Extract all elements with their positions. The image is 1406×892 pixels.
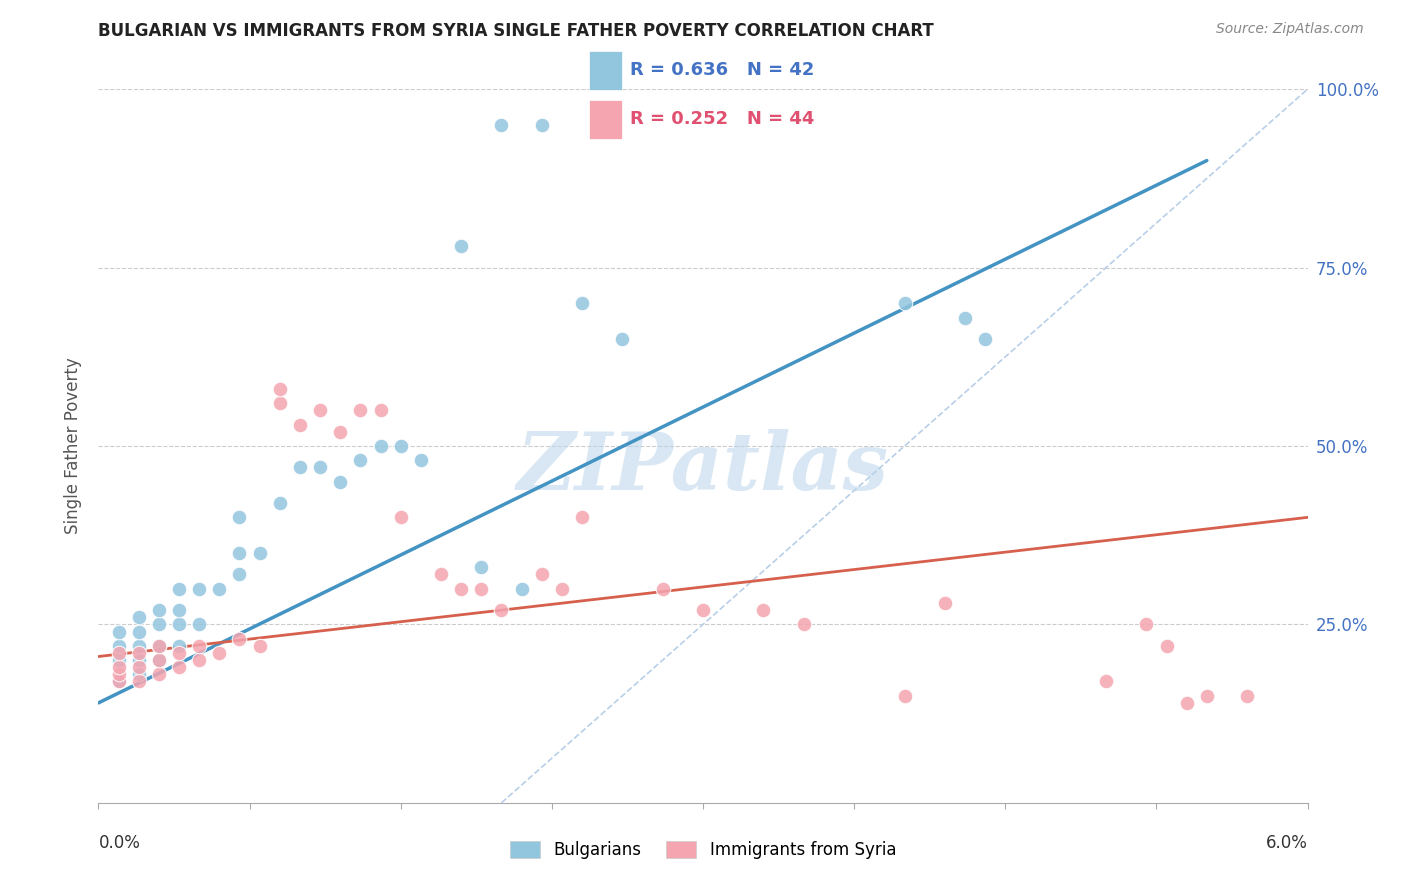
Point (1156, 639, 1178, 653)
Text: R = 0.636   N = 42: R = 0.636 N = 42 (630, 62, 814, 79)
Point (329, 425, 352, 439)
Point (551, 582, 574, 596)
Point (167, 646, 190, 660)
Text: BULGARIAN VS IMMIGRANTS FROM SYRIA SINGLE FATHER POVERTY CORRELATION CHART: BULGARIAN VS IMMIGRANTS FROM SYRIA SINGL… (98, 22, 934, 40)
Point (491, 118, 513, 132)
Point (228, 567, 250, 582)
Text: Source: ZipAtlas.com: Source: ZipAtlas.com (1216, 22, 1364, 37)
Point (128, 667, 150, 681)
Point (228, 546, 250, 560)
Legend: Bulgarians, Immigrants from Syria: Bulgarians, Immigrants from Syria (503, 834, 903, 866)
Point (389, 510, 412, 524)
Point (491, 603, 513, 617)
Point (612, 332, 634, 346)
Point (1175, 696, 1198, 710)
Point (107, 667, 129, 681)
Point (288, 417, 311, 432)
Point (228, 632, 250, 646)
Point (107, 646, 129, 660)
Point (148, 653, 170, 667)
Point (107, 674, 129, 689)
Bar (589, 100, 621, 139)
Point (167, 582, 190, 596)
Point (208, 582, 231, 596)
Point (167, 603, 190, 617)
Point (167, 617, 190, 632)
Point (208, 646, 231, 660)
Point (107, 660, 129, 674)
Point (148, 639, 170, 653)
Point (188, 582, 211, 596)
Point (470, 582, 492, 596)
Point (1095, 674, 1118, 689)
Point (349, 453, 371, 467)
Point (128, 624, 150, 639)
Point (571, 510, 593, 524)
Point (651, 582, 673, 596)
Text: R = 0.252   N = 44: R = 0.252 N = 44 (630, 111, 814, 128)
Point (470, 560, 492, 574)
Point (349, 403, 371, 417)
Point (893, 689, 915, 703)
Point (249, 546, 271, 560)
Point (530, 567, 553, 582)
Point (269, 496, 291, 510)
Point (148, 617, 170, 632)
Point (934, 596, 956, 610)
Point (107, 624, 129, 639)
Point (128, 674, 150, 689)
Point (1195, 689, 1218, 703)
Text: 0.0%: 0.0% (98, 834, 141, 852)
Point (167, 639, 190, 653)
Point (148, 667, 170, 681)
Point (107, 653, 129, 667)
Point (148, 653, 170, 667)
Point (249, 639, 271, 653)
Point (148, 639, 170, 653)
Point (107, 639, 129, 653)
Point (409, 453, 432, 467)
Point (188, 617, 211, 632)
Y-axis label: Single Father Poverty: Single Father Poverty (65, 358, 83, 534)
Point (228, 510, 250, 524)
Text: ZIPatlas: ZIPatlas (517, 429, 889, 506)
Point (128, 646, 150, 660)
Point (288, 460, 311, 475)
Point (793, 617, 815, 632)
Point (128, 639, 150, 653)
Point (269, 382, 291, 396)
Point (188, 653, 211, 667)
Point (188, 639, 211, 653)
Point (692, 603, 714, 617)
Point (953, 310, 976, 325)
Point (974, 332, 997, 346)
Point (309, 403, 332, 417)
Point (430, 567, 453, 582)
Point (1135, 617, 1157, 632)
Point (450, 582, 472, 596)
Point (571, 296, 593, 310)
Point (893, 296, 915, 310)
Bar (589, 51, 621, 90)
Point (309, 460, 332, 475)
Point (370, 439, 392, 453)
Text: 6.0%: 6.0% (1265, 834, 1308, 852)
Point (530, 118, 553, 132)
Point (107, 674, 129, 689)
Point (510, 582, 533, 596)
Point (269, 396, 291, 410)
Point (752, 603, 775, 617)
Point (389, 439, 412, 453)
Point (1236, 689, 1258, 703)
Point (450, 239, 472, 253)
Point (148, 603, 170, 617)
Point (128, 610, 150, 624)
Point (167, 660, 190, 674)
Point (370, 403, 392, 417)
Point (128, 660, 150, 674)
Point (128, 653, 150, 667)
Point (329, 475, 352, 489)
